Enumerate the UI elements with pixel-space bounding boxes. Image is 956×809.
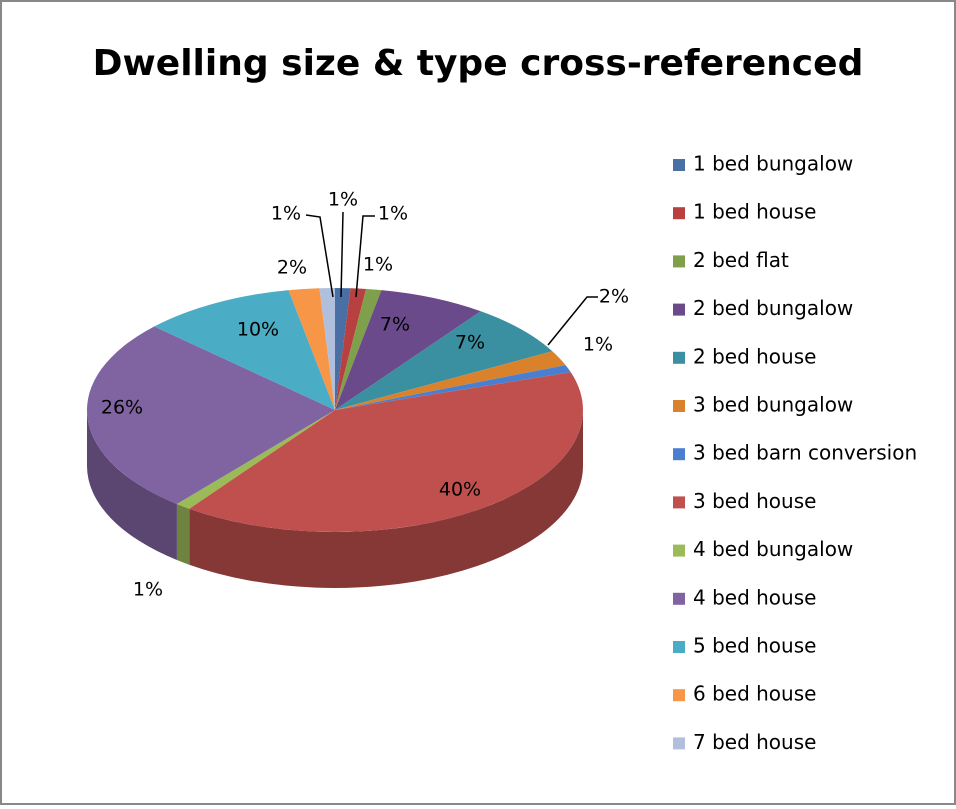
legend-swatch xyxy=(673,207,685,220)
data-label: 1% xyxy=(271,203,301,225)
pie-slice xyxy=(335,290,481,410)
legend-swatch xyxy=(673,496,685,509)
data-label: 7% xyxy=(380,314,410,336)
legend-swatch xyxy=(673,592,685,605)
legend-swatch xyxy=(673,255,685,268)
leader-line xyxy=(340,211,344,298)
leader-line xyxy=(547,296,598,346)
legend-label: 4 bed house xyxy=(693,585,816,609)
legend-label: 2 bed bungalow xyxy=(693,296,853,320)
pie-slice xyxy=(176,410,335,509)
pie-slice xyxy=(335,351,566,410)
data-label: 1% xyxy=(378,203,408,225)
leader-line xyxy=(355,215,375,298)
legend-swatch xyxy=(673,544,685,557)
pie-slice xyxy=(335,288,351,410)
pie-slice xyxy=(335,365,571,410)
legend-swatch xyxy=(673,641,685,653)
pie-slice xyxy=(189,372,583,532)
legend-swatch xyxy=(673,448,685,461)
legend-swatch xyxy=(673,689,685,702)
pie-slice xyxy=(288,288,335,410)
leader-line xyxy=(305,214,334,298)
pie-side xyxy=(87,410,177,561)
legend-label: 3 bed barn conversion xyxy=(693,441,917,465)
pie-side xyxy=(176,504,190,565)
legend-label: 1 bed house xyxy=(693,200,816,224)
pie-slice xyxy=(154,290,335,410)
legend-label: 1 bed bungalow xyxy=(693,152,853,176)
data-label: 1% xyxy=(583,334,613,356)
legend-label: 3 bed house xyxy=(693,489,816,513)
legend-label: 2 bed house xyxy=(693,344,816,368)
data-label: 1% xyxy=(328,189,358,211)
legend-swatch xyxy=(673,400,685,412)
chart-title: Dwelling size & type cross-referenced xyxy=(93,43,864,84)
legend-swatch xyxy=(673,351,685,364)
pie-slice xyxy=(86,326,335,505)
data-label: 2% xyxy=(599,286,629,308)
pie-slice xyxy=(335,288,382,410)
legend-label: 6 bed house xyxy=(693,682,816,706)
legend-swatch xyxy=(673,159,685,171)
legend-label: 2 bed flat xyxy=(693,248,789,272)
data-label: 1% xyxy=(363,254,393,276)
data-label: 7% xyxy=(455,332,485,354)
legend-swatch xyxy=(673,303,685,316)
data-label: 2% xyxy=(277,257,307,279)
pie-slice xyxy=(335,311,553,410)
legend-label: 4 bed bungalow xyxy=(693,537,853,561)
data-label: 40% xyxy=(439,479,481,501)
legend-label: 3 bed bungalow xyxy=(693,393,853,417)
pie-slice xyxy=(319,288,335,410)
legend-label: 7 bed house xyxy=(693,730,816,754)
pie-side xyxy=(189,410,584,588)
legend-swatch xyxy=(673,737,685,750)
data-label: 10% xyxy=(237,319,279,341)
data-label: 1% xyxy=(133,579,163,601)
data-label: 26% xyxy=(101,397,143,419)
legend-label: 5 bed house xyxy=(693,634,816,658)
pie-slice xyxy=(335,288,367,410)
